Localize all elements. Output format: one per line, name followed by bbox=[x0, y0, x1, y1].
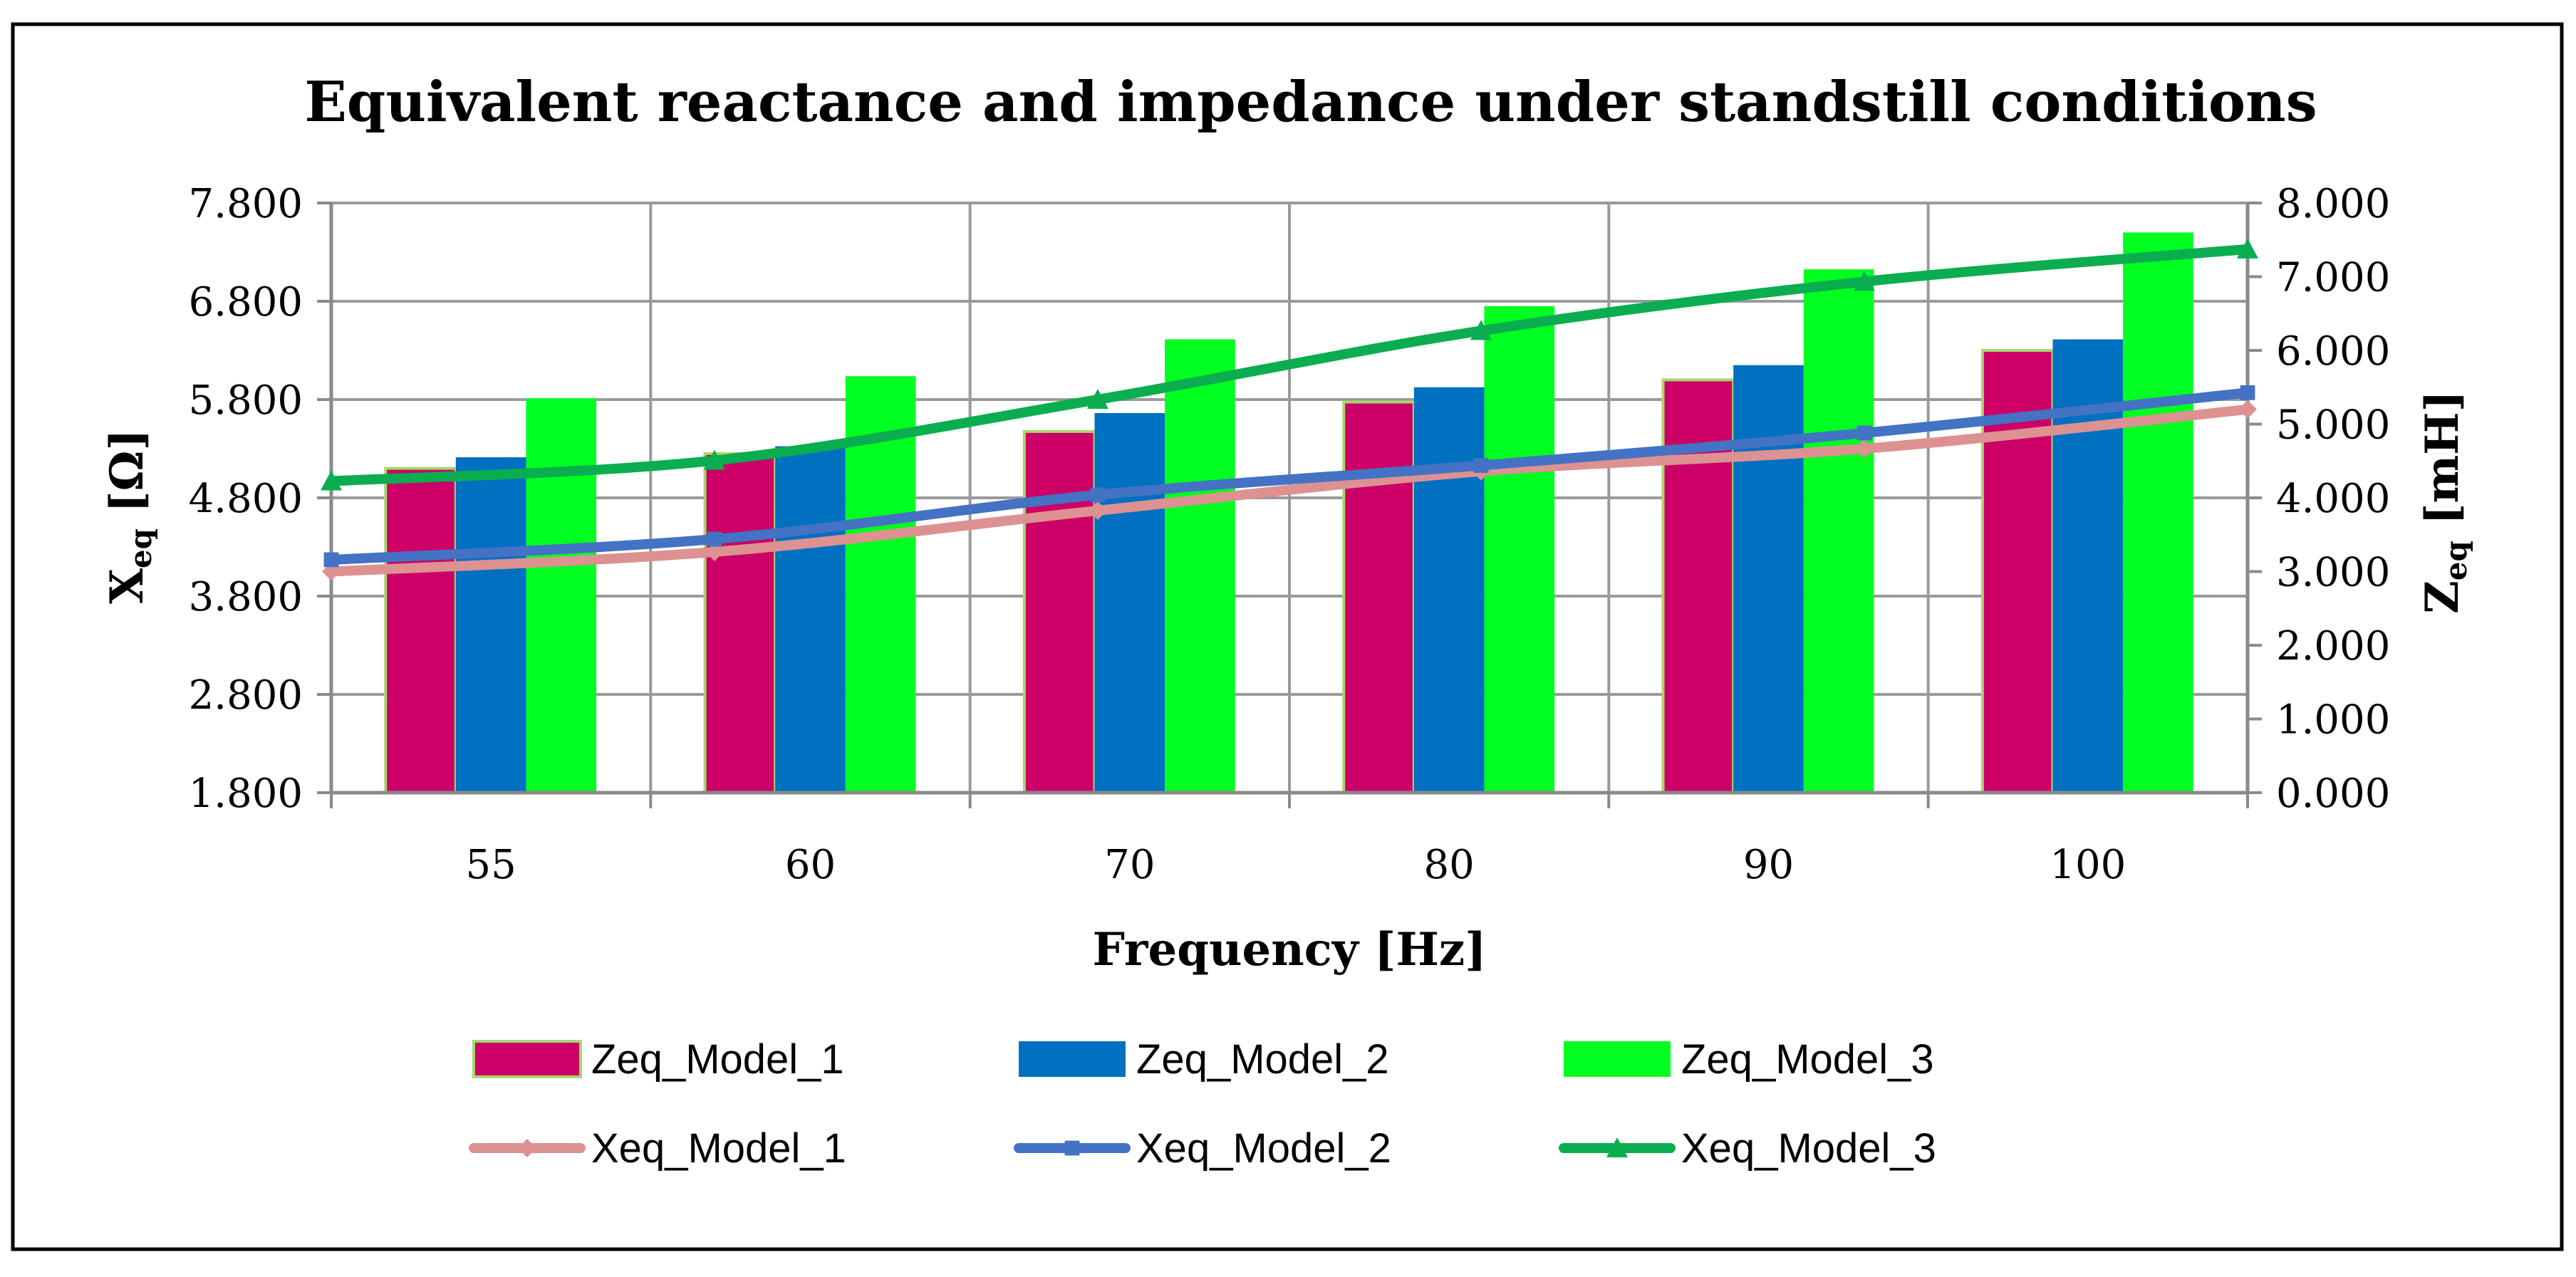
marker-xeq-model-2 bbox=[707, 531, 722, 547]
legend-swatch-zeq-model-1 bbox=[472, 1040, 582, 1078]
bar-zeq-model-1 bbox=[1342, 400, 1416, 794]
bar-zeq-model-1 bbox=[703, 452, 777, 795]
bar-zeq-model-2 bbox=[1733, 365, 1804, 793]
line-xeq-model-3 bbox=[326, 244, 2253, 486]
marker-xeq-model-1 bbox=[705, 542, 724, 561]
y-left-tick-label: 7.800 bbox=[189, 181, 303, 227]
y-left-tick-label: 1.800 bbox=[189, 771, 303, 817]
y-right-tick-label: 4.000 bbox=[2276, 476, 2390, 522]
marker-xeq-model-2 bbox=[1090, 487, 1106, 503]
x-tick-label: 100 bbox=[2050, 842, 2126, 888]
y-left-tick-label: 3.800 bbox=[189, 574, 303, 620]
x-tick-label: 80 bbox=[1424, 842, 1475, 888]
bar-zeq-model-2 bbox=[455, 457, 526, 793]
bar-zeq-model-2 bbox=[775, 446, 846, 793]
marker-xeq-model-3 bbox=[704, 449, 725, 470]
legend-swatch-zeq-model-2 bbox=[1019, 1041, 1126, 1077]
legend-label: Zeq_Model_3 bbox=[1681, 1036, 1934, 1083]
legend-label: Zeq_Model_1 bbox=[591, 1036, 844, 1083]
marker-xeq-model-2 bbox=[1856, 425, 1872, 441]
y-left-label-main: X bbox=[100, 568, 154, 604]
axes bbox=[317, 202, 2262, 808]
legend-marker bbox=[1606, 1137, 1628, 1157]
x-axis-label: Frequency [Hz] bbox=[1092, 923, 1486, 976]
legend-marker bbox=[1064, 1140, 1080, 1156]
marker-xeq-model-3 bbox=[1087, 389, 1108, 409]
marker-xeq-model-2 bbox=[323, 552, 339, 568]
y-left-tick-label: 4.800 bbox=[189, 476, 303, 522]
x-tick-label: 55 bbox=[466, 842, 516, 888]
line-xeq-model-1 bbox=[326, 404, 2253, 577]
legend-label: Xeq_Model_3 bbox=[1681, 1125, 1936, 1172]
legend-label: Xeq_Model_2 bbox=[1136, 1125, 1391, 1172]
lines bbox=[321, 238, 2258, 581]
y-right-label-main: Z bbox=[2416, 580, 2469, 614]
marker-xeq-model-3 bbox=[1854, 271, 1875, 291]
legend-marker bbox=[518, 1139, 536, 1157]
chart-title: Equivalent reactance and impedance under… bbox=[304, 70, 2317, 135]
y-left-tick-label: 5.800 bbox=[189, 377, 303, 424]
marker-xeq-model-3 bbox=[1470, 320, 1492, 340]
legend-label: Xeq_Model_1 bbox=[591, 1125, 846, 1172]
legend: Zeq_Model_1 Zeq_Model_2 Zeq_Model_3 Xeq_Mod… bbox=[469, 1036, 1936, 1172]
bar-zeq-model-3 bbox=[2123, 232, 2193, 793]
line-xeq-model-2 bbox=[326, 387, 2253, 565]
y-right-tick-label: 3.000 bbox=[2276, 550, 2390, 596]
x-tick-label: 90 bbox=[1743, 842, 1794, 888]
y-right-tick-label: 0.000 bbox=[2276, 771, 2390, 817]
y-left-label-sub: eq bbox=[123, 528, 158, 568]
legend-swatch-zeq-model-3 bbox=[1564, 1041, 1671, 1077]
bar-zeq-model-1 bbox=[384, 467, 457, 794]
y-right-label-unit: [mH] bbox=[2416, 390, 2469, 541]
y-right-tick-label: 1.000 bbox=[2276, 697, 2390, 744]
x-tick-label: 60 bbox=[785, 842, 836, 888]
y-right-tick-label: 5.000 bbox=[2276, 402, 2390, 449]
x-tick-label: 70 bbox=[1104, 842, 1155, 888]
y-left-tick-label: 6.800 bbox=[189, 279, 303, 325]
y-right-label-sub: eq bbox=[2439, 541, 2473, 580]
y-right-tick-label: 8.000 bbox=[2276, 181, 2390, 227]
tick-labels: 1.800 2.800 3.800 4.800 5.800 6.800 7.800 0.000… bbox=[189, 181, 2391, 888]
marker-xeq-model-2 bbox=[1473, 458, 1489, 473]
y-right-tick-label: 2.000 bbox=[2276, 623, 2390, 669]
y-left-label-unit: [Ω] bbox=[100, 429, 154, 528]
marker-xeq-model-1 bbox=[1855, 439, 1874, 458]
legend-label: Zeq_Model_2 bbox=[1136, 1036, 1389, 1083]
y-right-tick-label: 6.000 bbox=[2276, 328, 2390, 375]
bar-zeq-model-3 bbox=[1803, 269, 1874, 793]
bar-zeq-model-2 bbox=[1413, 387, 1485, 793]
marker-xeq-model-2 bbox=[2240, 385, 2255, 400]
marker-xeq-model-1 bbox=[1089, 501, 1107, 520]
y-axis-left-label: Xeq [Ω] bbox=[100, 429, 158, 604]
bar-zeq-model-3 bbox=[1484, 306, 1555, 793]
bar-zeq-model-3 bbox=[1165, 339, 1235, 793]
marker-xeq-model-3 bbox=[2237, 238, 2258, 259]
y-left-tick-label: 2.800 bbox=[189, 672, 303, 719]
bar-zeq-model-3 bbox=[526, 398, 597, 793]
y-right-tick-label: 7.000 bbox=[2276, 255, 2390, 301]
bar-zeq-model-1 bbox=[1022, 429, 1096, 794]
marker-xeq-model-3 bbox=[321, 470, 342, 491]
bar-zeq-model-2 bbox=[1094, 412, 1165, 793]
marker-xeq-model-1 bbox=[2238, 400, 2257, 419]
y-axis-right-label: Zeq [mH] bbox=[2416, 390, 2473, 614]
